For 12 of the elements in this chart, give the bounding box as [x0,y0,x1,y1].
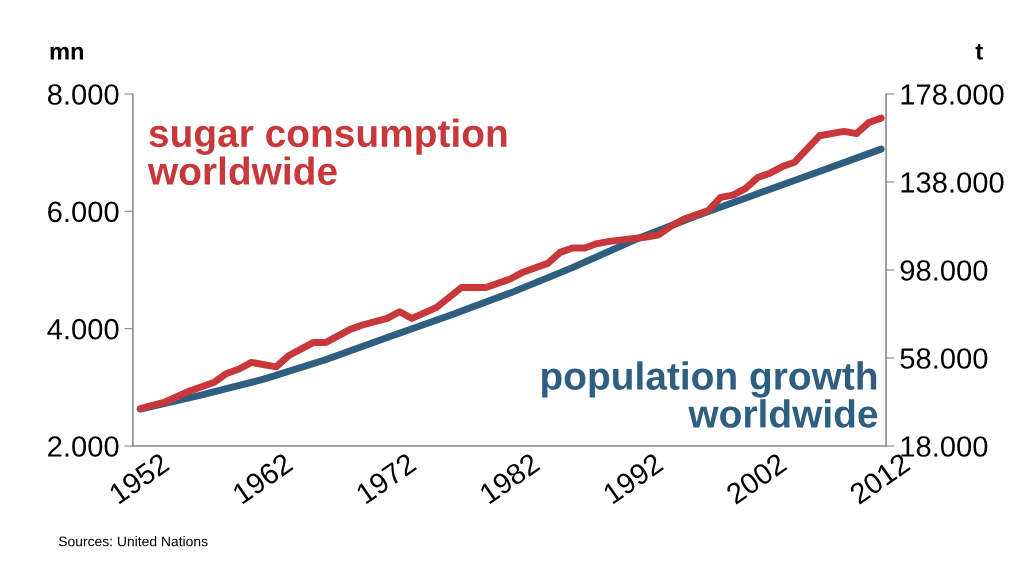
series-label: population growth worldwide [542,361,878,428]
y2-axis-title: t [975,44,983,60]
source-note: Sources: United Nations [58,536,208,547]
y2-tick-label: 58.000 [900,348,988,369]
text: sugar consumption worldwide [147,118,507,185]
y2-tick-label: 138.000 [901,172,1004,193]
y2-tick-label: 178.000 [901,84,1004,105]
y-axis-title: mn [50,46,84,60]
y2-tick-label: 98.000 [900,260,988,281]
y-tick-label: 4.000 [47,318,119,340]
y-tick-label: 6.000 [48,201,119,223]
y-tick-label: 8.000 [47,84,119,105]
